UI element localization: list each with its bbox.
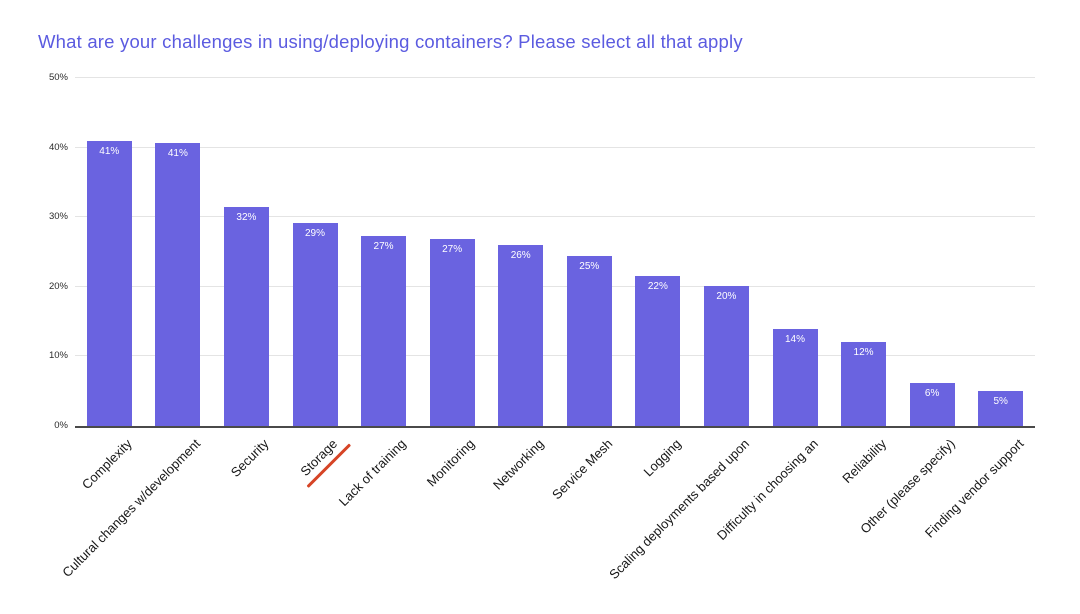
bar-value-label: 12% (853, 347, 874, 359)
plot-area: 41% 41% 32% 29% 27% 27% 26% 25% 22% 20% 14% 12% 6% 5% (75, 77, 1035, 428)
bar-value-label: 41% (99, 145, 120, 157)
bar-other-please-specify[interactable]: 6% (909, 382, 955, 426)
bar-value-label: 5% (993, 396, 1008, 408)
gridline (75, 77, 1035, 78)
bar-value-label: 14% (784, 333, 805, 345)
bar-value-label: 22% (647, 281, 668, 293)
bar-value-label: 6% (924, 387, 940, 399)
storage-red-underline-annotation (306, 443, 352, 489)
x-axis-label: Scaling deployments based upon (605, 436, 753, 583)
bar-complexity[interactable]: 41% (86, 140, 132, 426)
bar-security[interactable]: 32% (223, 207, 269, 426)
bar-service-mesh[interactable]: 25% (566, 256, 612, 426)
y-axis-tick-label: 30% (48, 211, 68, 223)
bar-scaling-deployments-based-upon[interactable]: 20% (703, 286, 749, 426)
gridline (75, 146, 1035, 148)
chart-title: What are your challenges in using/deploy… (38, 31, 743, 52)
bar-storage[interactable]: 29% (292, 223, 338, 426)
gridline (75, 355, 1035, 357)
x-axis-label: Cultural changes w/development (59, 436, 204, 580)
gridline (75, 216, 1035, 218)
bar-value-label: 25% (579, 261, 600, 273)
bar-monitoring[interactable]: 27% (429, 239, 475, 426)
bar-value-label: 27% (373, 241, 394, 252)
bar-finding-vendor-support[interactable]: 5% (978, 391, 1024, 426)
bar-value-label: 20% (716, 291, 737, 303)
bar-value-label: 32% (236, 212, 257, 224)
bar-difficulty-in-choosing-an[interactable]: 14% (772, 328, 818, 426)
bar-value-label: 29% (304, 228, 325, 240)
bar-reliability[interactable]: 12% (841, 342, 887, 426)
x-axis-label: Service Mesh (548, 436, 615, 503)
bar-value-label: 27% (442, 244, 463, 256)
bar-lack-of-training[interactable]: 27% (361, 236, 407, 426)
gridline (75, 285, 1035, 287)
bar-value-label: 26% (510, 250, 531, 262)
bar-logging[interactable]: 22% (635, 276, 681, 426)
x-axis-label: Reliability (839, 436, 890, 486)
y-axis-tick-label: 10% (48, 350, 68, 362)
x-axis-label: Storage (298, 436, 352, 489)
y-axis-tick-label: 50% (48, 72, 68, 83)
x-axis-label: Monitoring (424, 436, 478, 490)
y-axis-tick-label: 40% (48, 141, 68, 153)
y-axis-tick-label: 20% (48, 280, 68, 292)
y-axis-tick-label: 0% (54, 420, 68, 431)
x-axis-label: Security (228, 436, 273, 480)
bar-value-label: 41% (167, 148, 188, 160)
x-axis-label: Networking (489, 436, 547, 493)
x-axis-label: Logging (640, 436, 684, 480)
bar-cultural-changes-w-development[interactable]: 41% (155, 143, 201, 426)
bar-networking[interactable]: 26% (498, 245, 544, 426)
x-axis-label: Complexity (78, 436, 135, 493)
